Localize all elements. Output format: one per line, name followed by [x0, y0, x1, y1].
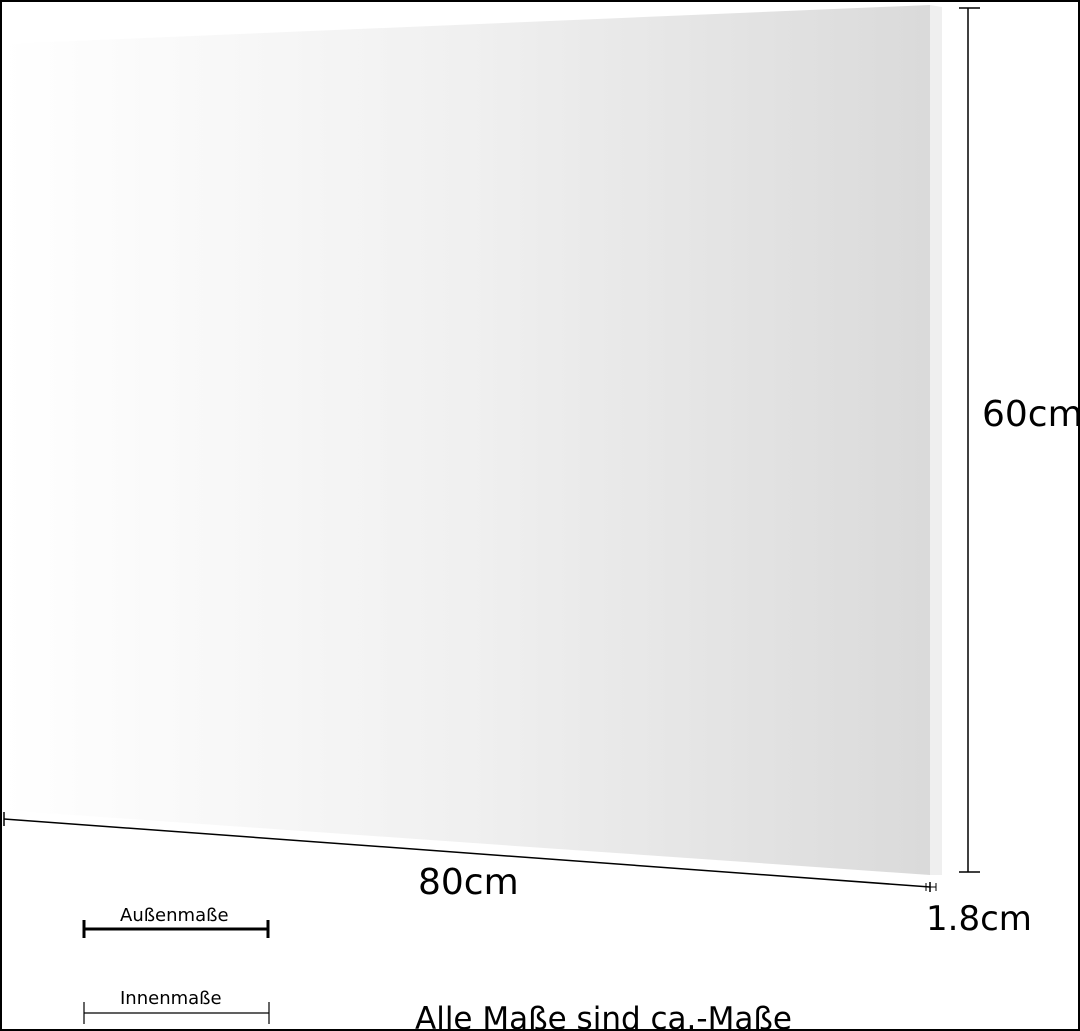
legend-inner-line	[83, 1002, 270, 1024]
depth-dimension-line	[925, 883, 937, 891]
height-label: 60cm	[982, 394, 1080, 435]
depth-label: 1.8cm	[926, 899, 1032, 939]
legend-outer-label: Außenmaße	[120, 905, 229, 926]
approximate-dimensions-note: Alle Maße sind ca.-Maße	[415, 1001, 792, 1031]
width-label: 80cm	[418, 862, 519, 903]
panel-edge	[930, 5, 942, 875]
legend-outer-line	[82, 920, 270, 938]
legend-inner-label: Innenmaße	[120, 988, 222, 1009]
height-dimension-line	[959, 7, 980, 873]
panel-face	[2, 5, 930, 875]
